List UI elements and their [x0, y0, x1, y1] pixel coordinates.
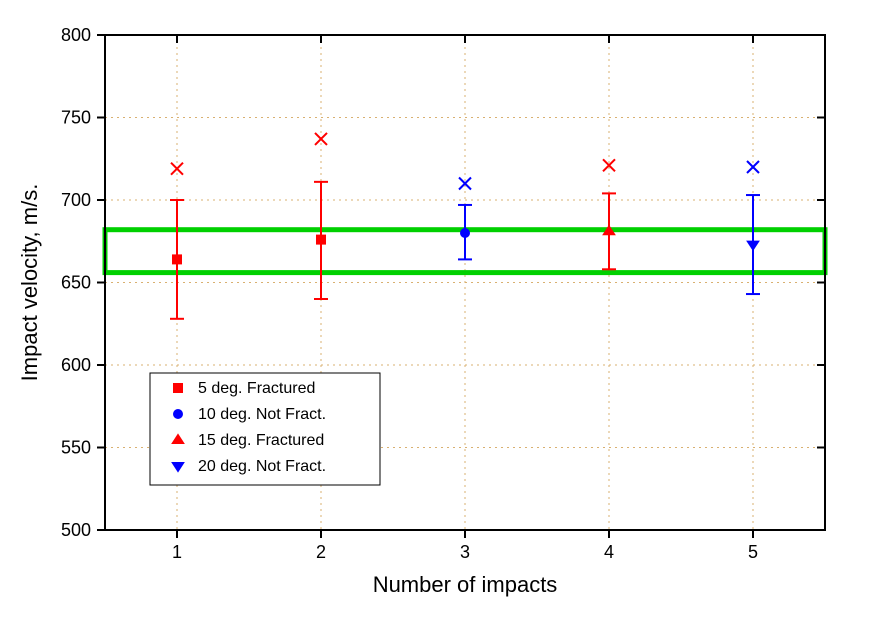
square-marker: [172, 254, 182, 264]
square-marker: [316, 235, 326, 245]
xtick-label: 1: [172, 542, 182, 562]
ytick-label: 550: [61, 438, 91, 458]
xtick-label: 2: [316, 542, 326, 562]
ytick-label: 750: [61, 108, 91, 128]
legend-label: 5 deg. Fractured: [198, 380, 315, 397]
ytick-label: 800: [61, 25, 91, 45]
xtick-label: 4: [604, 542, 614, 562]
xtick-label: 3: [460, 542, 470, 562]
circle-marker: [173, 409, 183, 419]
legend-label: 20 deg. Not Fract.: [198, 458, 326, 475]
legend-label: 15 deg. Fractured: [198, 432, 324, 449]
legend: 5 deg. Fractured 10 deg. Not Fract. 15 deg…: [150, 373, 380, 485]
ytick-label: 600: [61, 355, 91, 375]
y-axis-label: Impact velocity, m/s.: [17, 184, 42, 382]
impact-velocity-chart: 1 2 3 4 5 500 550 600 650 700 750 800 Number of impa…: [0, 0, 872, 624]
ytick-label: 650: [61, 273, 91, 293]
ytick-label: 700: [61, 190, 91, 210]
legend-label: 10 deg. Not Fract.: [198, 406, 326, 423]
x-axis-label: Number of impacts: [373, 572, 558, 597]
ytick-label: 500: [61, 520, 91, 540]
xtick-label: 5: [748, 542, 758, 562]
square-marker: [173, 383, 183, 393]
circle-marker: [460, 228, 470, 238]
